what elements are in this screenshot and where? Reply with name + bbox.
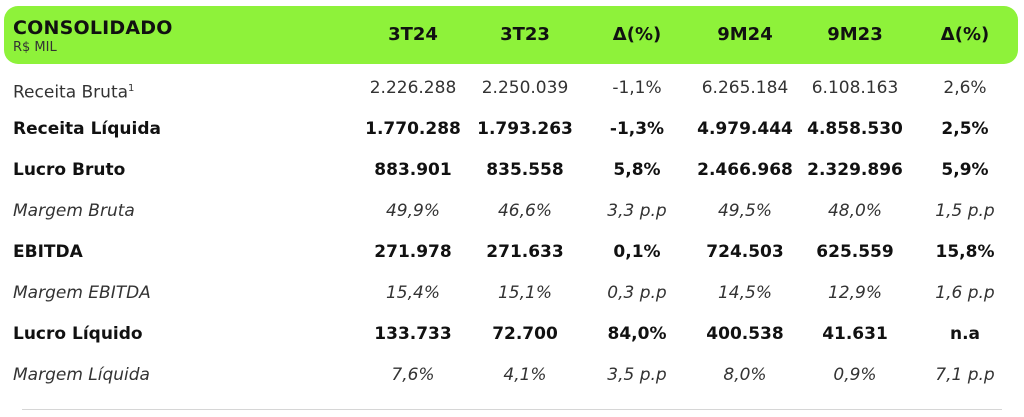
row-label-text: Receita Líquida: [13, 119, 161, 139]
table-cell: 1,6 p.p: [935, 283, 995, 303]
row-label-margem-liquida: Margem Líquida: [13, 355, 150, 396]
table-row: EBITDA 271.978 271.633 0,1% 724.503 625.559 15…: [0, 232, 1024, 273]
table-cell: 271.978: [374, 242, 452, 262]
row-label-text: Lucro Líquido: [13, 324, 143, 344]
table-cell: 6.108.163: [811, 78, 899, 98]
table-cell: 1.793.263: [477, 119, 573, 139]
bottom-divider: [22, 409, 1002, 410]
table-cell: 5,8%: [613, 160, 661, 180]
table-cell: 625.559: [816, 242, 894, 262]
table-cell: 48,0%: [827, 201, 882, 221]
table-row: Lucro Bruto 883.901 835.558 5,8% 2.466.968 2.…: [0, 150, 1024, 191]
table-cell: 3,5 p.p: [607, 365, 667, 385]
table-cell: 72.700: [492, 324, 558, 344]
table-cell: 0,9%: [833, 365, 877, 385]
table-cell: 835.558: [486, 160, 564, 180]
row-label-margem-ebitda: Margem EBITDA: [13, 273, 151, 314]
row-label-lucro-liquido: Lucro Líquido: [13, 314, 143, 355]
column-header-delta-quarter: Δ(%): [612, 24, 662, 45]
table-cell: 6.265.184: [701, 78, 789, 98]
table-title: CONSOLIDADO: [13, 17, 173, 39]
table-cell: 1,5 p.p: [935, 201, 995, 221]
table-cell: 15,1%: [497, 283, 552, 303]
column-header-delta-9m: Δ(%): [940, 24, 990, 45]
table-row: Margem Bruta 49,9% 46,6% 3,3 p.p 49,5% 48,0% 1…: [0, 191, 1024, 232]
table-cell: 14,5%: [717, 283, 772, 303]
row-label-text: EBITDA: [13, 242, 83, 262]
table-cell: -1,3%: [609, 119, 665, 139]
row-label-text: Margem Líquida: [13, 365, 150, 385]
table-row: Receita Bruta1 2.226.288 2.250.039 -1,1% 6.2…: [0, 68, 1024, 109]
table-cell: 4.858.530: [807, 119, 903, 139]
table-cell: 3,3 p.p: [607, 201, 667, 221]
column-header-3t24: 3T24: [388, 24, 438, 45]
footnote-marker: 1: [128, 83, 135, 94]
table-cell: 400.538: [706, 324, 784, 344]
row-label-text: Lucro Bruto: [13, 160, 126, 180]
table-cell: 5,9%: [941, 160, 989, 180]
table-row: Margem Líquida 7,6% 4,1% 3,5 p.p 8,0% 0,9% 7,1…: [0, 355, 1024, 396]
table-cell: 15,4%: [385, 283, 440, 303]
row-label-receita-bruta: Receita Bruta1: [13, 68, 134, 109]
table-cell: 46,6%: [497, 201, 552, 221]
table-cell: 84,0%: [607, 324, 667, 344]
table-cell: n.a: [949, 324, 981, 344]
table-row: Receita Líquida 1.770.288 1.793.263 -1,3% 4.…: [0, 109, 1024, 150]
column-header-9m23: 9M23: [827, 24, 883, 45]
table-cell: 4.979.444: [697, 119, 793, 139]
table-cell: 2.226.288: [369, 78, 457, 98]
table-cell: 4,1%: [503, 365, 547, 385]
table-row: Lucro Líquido 133.733 72.700 84,0% 400.538 41…: [0, 314, 1024, 355]
row-label-text: Receita Bruta: [13, 82, 129, 103]
table-unit: R$ MIL: [13, 40, 57, 55]
row-label-lucro-bruto: Lucro Bruto: [13, 150, 125, 191]
table-cell: 15,8%: [935, 242, 995, 262]
table-row: Margem EBITDA 15,4% 15,1% 0,3 p.p 14,5% 12,9%…: [0, 273, 1024, 314]
table-cell: 7,1 p.p: [935, 365, 995, 385]
row-label-margem-bruta: Margem Bruta: [13, 191, 135, 232]
table-cell: 8,0%: [723, 365, 767, 385]
row-label-ebitda: EBITDA: [13, 232, 83, 273]
column-header-3t23: 3T23: [500, 24, 550, 45]
row-label-receita-liquida: Receita Líquida: [13, 109, 161, 150]
column-header-9m24: 9M24: [717, 24, 773, 45]
table-cell: 271.633: [486, 242, 564, 262]
table-cell: 49,5%: [717, 201, 772, 221]
table-cell: 133.733: [374, 324, 452, 344]
table-cell: -1,1%: [612, 78, 662, 98]
table-cell: 1.770.288: [365, 119, 461, 139]
table-cell: 2.466.968: [697, 160, 793, 180]
table-cell: 2.250.039: [481, 78, 569, 98]
row-label-text: Margem Bruta: [13, 201, 135, 221]
table-cell: 724.503: [706, 242, 784, 262]
table-cell: 7,6%: [391, 365, 435, 385]
row-label-text: Margem EBITDA: [13, 283, 151, 303]
table-cell: 49,9%: [385, 201, 440, 221]
table-cell: 0,3 p.p: [607, 283, 667, 303]
table-cell: 12,9%: [827, 283, 882, 303]
table-cell: 41.631: [822, 324, 888, 344]
table-cell: 0,1%: [613, 242, 661, 262]
table-cell: 2,5%: [941, 119, 989, 139]
table-cell: 2,6%: [943, 78, 987, 98]
table-cell: 2.329.896: [807, 160, 903, 180]
table-cell: 883.901: [374, 160, 452, 180]
table-header: CONSOLIDADO R$ MIL 3T24 3T23 Δ(%) 9M24 9…: [4, 6, 1018, 64]
